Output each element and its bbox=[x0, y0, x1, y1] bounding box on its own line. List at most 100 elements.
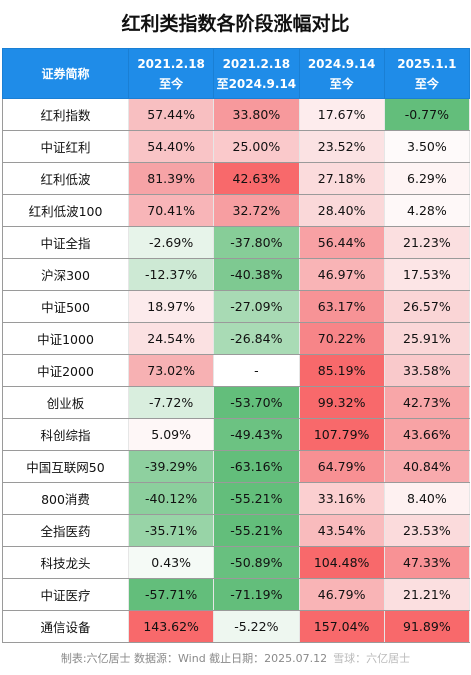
return-cell: 70.22% bbox=[298, 322, 385, 355]
security-name-cell: 中证1000 bbox=[2, 322, 129, 355]
header-period-2: 2021.2.18 至2024.9.14 bbox=[213, 48, 300, 99]
return-cell: 23.52% bbox=[298, 130, 385, 163]
table-row: 通信设备 143.62% -5.22% 157.04% 91.89% bbox=[2, 610, 471, 643]
header-row: 证券简称 2021.2.18 至今 2021.2.18 至2024.9.14 202… bbox=[2, 48, 471, 99]
return-cell: 17.53% bbox=[383, 258, 471, 291]
return-cell: 91.89% bbox=[383, 610, 471, 643]
return-cell: 57.44% bbox=[127, 98, 215, 131]
header-period-3: 2024.9.14 至今 bbox=[298, 48, 385, 99]
security-name-cell: 红利指数 bbox=[2, 98, 129, 131]
page-title: 红利类指数各阶段涨幅对比 bbox=[121, 13, 350, 35]
header-period-4: 2025.1.1 至今 bbox=[383, 48, 471, 99]
security-name-cell: 红利低波 bbox=[2, 162, 129, 195]
table-row: 中证500 18.97% -27.09% 63.17% 26.57% bbox=[2, 290, 471, 323]
watermark: 雪球：六亿居士 bbox=[333, 652, 411, 665]
return-cell: 33.80% bbox=[213, 98, 300, 131]
return-cell: 46.97% bbox=[298, 258, 385, 291]
return-cell: -40.38% bbox=[213, 258, 300, 291]
return-cell: 0.43% bbox=[127, 546, 215, 579]
return-cell: -49.43% bbox=[213, 418, 300, 451]
return-cell: 17.67% bbox=[298, 98, 385, 131]
footer-credit: 制表:六亿居士 数据源：Wind 截止日期：2025.07.12 bbox=[60, 652, 328, 665]
return-cell: -27.09% bbox=[213, 290, 300, 323]
return-cell: -39.29% bbox=[127, 450, 215, 483]
security-name-cell: 全指医药 bbox=[2, 514, 129, 547]
return-cell: 43.54% bbox=[298, 514, 385, 547]
return-cell: 42.63% bbox=[213, 162, 300, 195]
table-row: 科创综指 5.09% -49.43% 107.79% 43.66% bbox=[2, 418, 471, 451]
security-name-cell: 创业板 bbox=[2, 386, 129, 419]
security-name-cell: 通信设备 bbox=[2, 610, 129, 643]
table-row: 红利低波 81.39% 42.63% 27.18% 6.29% bbox=[2, 162, 471, 195]
return-cell: 56.44% bbox=[298, 226, 385, 259]
return-cell: 73.02% bbox=[127, 354, 215, 387]
security-name-cell: 中证红利 bbox=[2, 130, 129, 163]
return-cell: 143.62% bbox=[127, 610, 215, 643]
security-name-cell: 中证500 bbox=[2, 290, 129, 323]
security-name-cell: 红利低波100 bbox=[2, 194, 129, 227]
return-cell: -71.19% bbox=[213, 578, 300, 611]
return-cell: 46.79% bbox=[298, 578, 385, 611]
table-row: 红利指数 57.44% 33.80% 17.67% -0.77% bbox=[2, 98, 471, 131]
comparison-table: 证券简称 2021.2.18 至今 2021.2.18 至2024.9.14 202… bbox=[2, 48, 471, 643]
table-row: 全指医药 -35.71% -55.21% 43.54% 23.53% bbox=[2, 514, 471, 547]
return-cell: -5.22% bbox=[213, 610, 300, 643]
return-cell: 107.79% bbox=[298, 418, 385, 451]
table-row: 中证2000 73.02% -85.19% 33.58% bbox=[2, 354, 471, 387]
return-cell: 8.40% bbox=[383, 482, 471, 515]
table-row: 中证医疗 -57.71% -71.19% 46.79% 21.21% bbox=[2, 578, 471, 611]
return-cell: -50.89% bbox=[213, 546, 300, 579]
table-row: 中证1000 24.54% -26.84% 70.22% 25.91% bbox=[2, 322, 471, 355]
return-cell: -26.84% bbox=[213, 322, 300, 355]
return-cell: -2.69% bbox=[127, 226, 215, 259]
return-cell: 18.97% bbox=[127, 290, 215, 323]
return-cell: 43.66% bbox=[383, 418, 471, 451]
return-cell: 4.28% bbox=[383, 194, 471, 227]
return-cell: -57.71% bbox=[127, 578, 215, 611]
return-cell: 23.53% bbox=[383, 514, 471, 547]
return-cell: 40.84% bbox=[383, 450, 471, 483]
return-cell: 63.17% bbox=[298, 290, 385, 323]
return-cell: 157.04% bbox=[298, 610, 385, 643]
return-cell: 85.19% bbox=[298, 354, 385, 387]
return-cell: 104.48% bbox=[298, 546, 385, 579]
return-cell: - bbox=[213, 354, 300, 387]
return-cell: 81.39% bbox=[127, 162, 215, 195]
return-cell: -35.71% bbox=[127, 514, 215, 547]
security-name-cell: 科技龙头 bbox=[2, 546, 129, 579]
return-cell: 25.91% bbox=[383, 322, 471, 355]
security-name-cell: 中国互联网50 bbox=[2, 450, 129, 483]
security-name-cell: 科创综指 bbox=[2, 418, 129, 451]
return-cell: -63.16% bbox=[213, 450, 300, 483]
return-cell: 47.33% bbox=[383, 546, 471, 579]
table-row: 中证全指 -2.69% -37.80% 56.44% 21.23% bbox=[2, 226, 471, 259]
return-cell: 26.57% bbox=[383, 290, 471, 323]
table-row: 科技龙头 0.43% -50.89% 104.48% 47.33% bbox=[2, 546, 471, 579]
return-cell: 25.00% bbox=[213, 130, 300, 163]
return-cell: -37.80% bbox=[213, 226, 300, 259]
return-cell: 33.16% bbox=[298, 482, 385, 515]
return-cell: 27.18% bbox=[298, 162, 385, 195]
security-name-cell: 中证2000 bbox=[2, 354, 129, 387]
return-cell: -55.21% bbox=[213, 482, 300, 515]
return-cell: 64.79% bbox=[298, 450, 385, 483]
table-row: 沪深300 -12.37% -40.38% 46.97% 17.53% bbox=[2, 258, 471, 291]
return-cell: 3.50% bbox=[383, 130, 471, 163]
table-row: 中证红利 54.40% 25.00% 23.52% 3.50% bbox=[2, 130, 471, 163]
return-cell: -55.21% bbox=[213, 514, 300, 547]
return-cell: 32.72% bbox=[213, 194, 300, 227]
table-row: 创业板 -7.72% -53.70% 99.32% 42.73% bbox=[2, 386, 471, 419]
return-cell: 33.58% bbox=[383, 354, 471, 387]
header-period-1: 2021.2.18 至今 bbox=[127, 48, 215, 99]
security-name-cell: 中证全指 bbox=[2, 226, 129, 259]
security-name-cell: 800消费 bbox=[2, 482, 129, 515]
return-cell: 21.21% bbox=[383, 578, 471, 611]
header-security-name: 证券简称 bbox=[2, 48, 129, 99]
security-name-cell: 中证医疗 bbox=[2, 578, 129, 611]
return-cell: 6.29% bbox=[383, 162, 471, 195]
return-cell: -0.77% bbox=[383, 98, 471, 131]
return-cell: 24.54% bbox=[127, 322, 215, 355]
return-cell: 99.32% bbox=[298, 386, 385, 419]
return-cell: -12.37% bbox=[127, 258, 215, 291]
footer: 制表:六亿居士 数据源：Wind 截止日期：2025.07.12 雪球：六亿居士 bbox=[0, 648, 471, 670]
